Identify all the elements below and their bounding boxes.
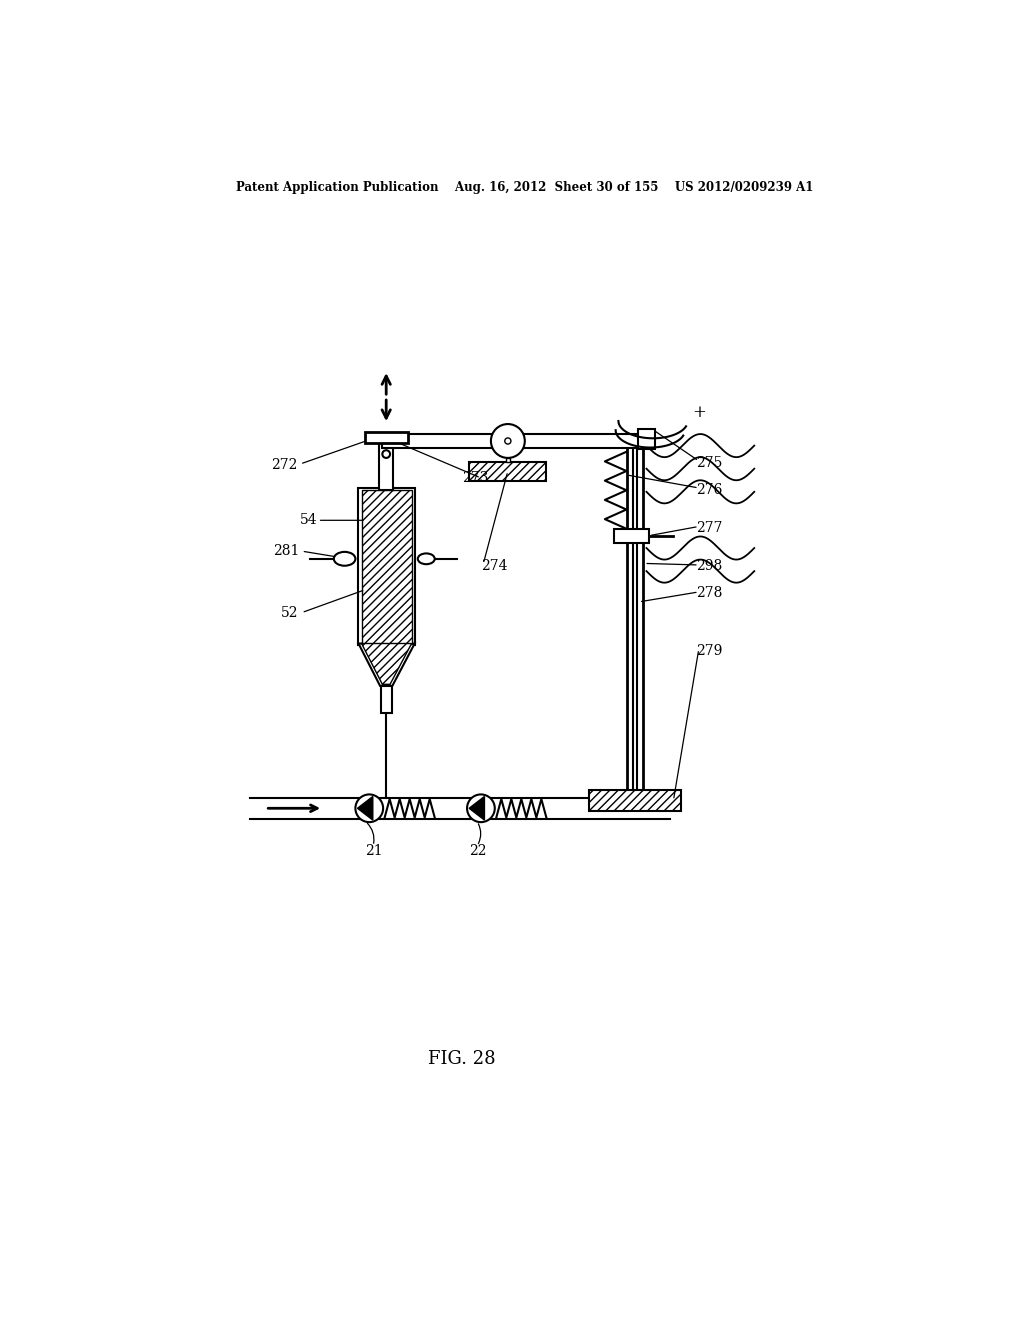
Bar bbox=[638, 429, 655, 449]
Text: 273: 273 bbox=[462, 471, 488, 484]
Text: 21: 21 bbox=[366, 845, 383, 858]
Bar bbox=[382, 434, 646, 447]
Circle shape bbox=[490, 424, 525, 458]
Text: 298: 298 bbox=[696, 560, 723, 573]
Ellipse shape bbox=[334, 552, 355, 566]
Text: 279: 279 bbox=[696, 644, 723, 659]
Circle shape bbox=[382, 450, 390, 458]
Polygon shape bbox=[469, 796, 484, 820]
Polygon shape bbox=[358, 644, 415, 686]
Circle shape bbox=[505, 438, 511, 444]
Bar bbox=[379, 444, 393, 490]
Bar bbox=[589, 789, 681, 812]
Circle shape bbox=[467, 795, 495, 822]
Text: 276: 276 bbox=[696, 483, 723, 496]
Bar bbox=[506, 458, 510, 462]
Bar bbox=[614, 529, 649, 543]
Ellipse shape bbox=[418, 553, 435, 564]
Text: 272: 272 bbox=[270, 458, 297, 471]
Text: Patent Application Publication    Aug. 16, 2012  Sheet 30 of 155    US 2012/0209: Patent Application Publication Aug. 16, … bbox=[237, 181, 813, 194]
Polygon shape bbox=[361, 644, 412, 684]
Bar bbox=[358, 488, 415, 645]
Polygon shape bbox=[357, 796, 373, 820]
Text: 278: 278 bbox=[696, 586, 723, 601]
Text: FIG. 28: FIG. 28 bbox=[428, 1051, 496, 1068]
Text: 275: 275 bbox=[696, 455, 723, 470]
Bar bbox=[366, 432, 408, 444]
Circle shape bbox=[355, 795, 383, 822]
Text: 54: 54 bbox=[300, 513, 317, 527]
Text: 22: 22 bbox=[469, 845, 486, 858]
Text: 277: 277 bbox=[696, 521, 723, 535]
Bar bbox=[381, 686, 391, 713]
Bar bbox=[361, 490, 412, 644]
Text: 52: 52 bbox=[281, 606, 298, 619]
Text: +: + bbox=[692, 404, 707, 421]
Text: 274: 274 bbox=[481, 560, 508, 573]
Text: 281: 281 bbox=[273, 544, 299, 558]
Bar bbox=[469, 462, 547, 480]
